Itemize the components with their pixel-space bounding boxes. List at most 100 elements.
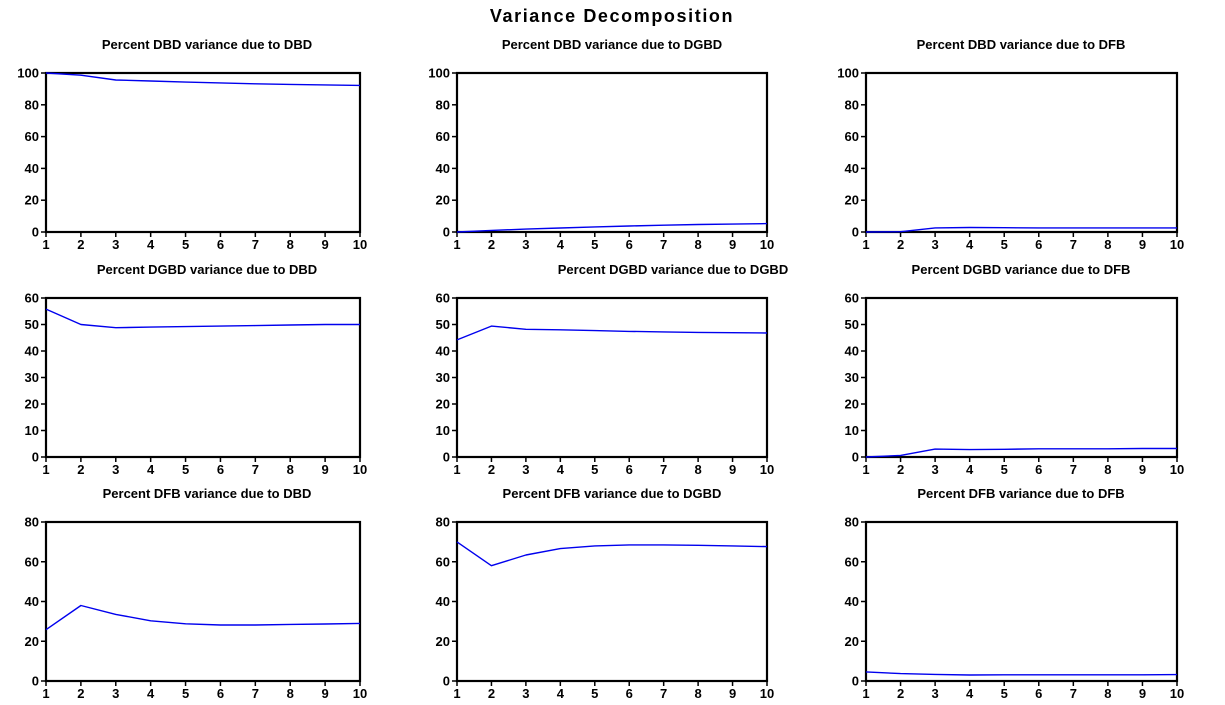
y-tick-label: 10 bbox=[436, 423, 450, 438]
x-tick-label: 5 bbox=[1001, 462, 1008, 477]
series-line-1 bbox=[865, 226, 1177, 233]
y-tick-label: 60 bbox=[845, 291, 859, 306]
x-tick-label: 1 bbox=[862, 686, 869, 701]
y-tick-label: 30 bbox=[436, 370, 450, 385]
y-tick-label: 30 bbox=[25, 370, 39, 385]
y-tick-label: 30 bbox=[845, 370, 859, 385]
x-tick-label: 2 bbox=[897, 462, 904, 477]
y-tick-label: 40 bbox=[436, 594, 450, 609]
x-tick-label: 10 bbox=[760, 462, 774, 477]
x-tick-label: 10 bbox=[1170, 686, 1184, 701]
x-tick-label: 2 bbox=[488, 686, 495, 701]
y-tick-label: 40 bbox=[25, 594, 39, 609]
y-tick-label: 50 bbox=[25, 317, 39, 332]
x-tick-label: 1 bbox=[453, 686, 460, 701]
x-tick-label: 6 bbox=[1035, 462, 1042, 477]
x-tick-label: 4 bbox=[147, 237, 155, 252]
y-tick-label: 0 bbox=[852, 674, 859, 689]
x-tick-label: 8 bbox=[1104, 237, 1111, 252]
panel-title: Percent DBD variance due to DFB bbox=[917, 37, 1126, 52]
y-tick-label: 20 bbox=[25, 397, 39, 412]
x-tick-label: 8 bbox=[694, 686, 701, 701]
y-tick-label: 10 bbox=[25, 423, 39, 438]
x-tick-label: 5 bbox=[1001, 686, 1008, 701]
x-tick-label: 9 bbox=[321, 237, 328, 252]
x-tick-label: 6 bbox=[217, 686, 224, 701]
y-tick-label: 60 bbox=[436, 291, 450, 306]
plot-frame bbox=[44, 520, 362, 683]
y-tick-label: 20 bbox=[845, 634, 859, 649]
x-tick-label: 1 bbox=[862, 237, 869, 252]
x-tick-label: 4 bbox=[557, 237, 565, 252]
plot-frame bbox=[44, 296, 362, 459]
x-tick-label: 5 bbox=[591, 686, 598, 701]
x-tick-label: 5 bbox=[182, 462, 189, 477]
chart-panel-8: Percent DFB variance due to DGBD 0 20 40 60 8… bbox=[436, 486, 775, 701]
panel-grid: Percent DBD variance due to DBD020406080… bbox=[17, 37, 1184, 701]
y-tick-label: 100 bbox=[837, 66, 859, 81]
x-tick-label: 9 bbox=[729, 237, 736, 252]
series-line-1 bbox=[45, 308, 360, 329]
y-tick-label: 60 bbox=[25, 291, 39, 306]
y-tick-label: 0 bbox=[852, 225, 859, 240]
y-tick-label: 40 bbox=[436, 344, 450, 359]
x-tick-label: 10 bbox=[760, 686, 774, 701]
x-tick-label: 6 bbox=[626, 462, 633, 477]
x-tick-label: 4 bbox=[557, 462, 565, 477]
y-tick-label: 80 bbox=[25, 97, 39, 112]
x-tick-label: 5 bbox=[1001, 237, 1008, 252]
panel-title: Percent DGBD variance due to DBD bbox=[97, 262, 317, 277]
x-tick-label: 4 bbox=[966, 686, 974, 701]
y-tick-label: 40 bbox=[845, 344, 859, 359]
x-tick-label: 8 bbox=[287, 237, 294, 252]
x-tick-label: 7 bbox=[660, 686, 667, 701]
x-tick-label: 9 bbox=[321, 686, 328, 701]
chart-panel-5: Percent DGBD variance due to DGBD 0 10 20 30… bbox=[436, 262, 789, 477]
x-tick-label: 3 bbox=[931, 686, 938, 701]
y-tick-label: 80 bbox=[845, 97, 859, 112]
x-tick-label: 5 bbox=[591, 462, 598, 477]
x-tick-label: 7 bbox=[252, 462, 259, 477]
series-line-1 bbox=[456, 325, 768, 341]
x-tick-label: 2 bbox=[488, 462, 495, 477]
x-tick-label: 6 bbox=[1035, 237, 1042, 252]
x-tick-label: 8 bbox=[287, 462, 294, 477]
x-tick-label: 2 bbox=[897, 237, 904, 252]
x-tick-label: 1 bbox=[42, 237, 49, 252]
y-tick-label: 0 bbox=[443, 674, 450, 689]
x-tick-label: 7 bbox=[1070, 462, 1077, 477]
y-tick-label: 40 bbox=[436, 161, 450, 176]
x-tick-label: 3 bbox=[931, 237, 938, 252]
plot-frame bbox=[864, 520, 1179, 683]
x-tick-label: 4 bbox=[557, 686, 565, 701]
x-tick-label: 9 bbox=[321, 462, 328, 477]
x-tick-label: 1 bbox=[453, 237, 460, 252]
y-tick-label: 40 bbox=[25, 161, 39, 176]
chart-panel-1: Percent DBD variance due to DBD 0 20 40 60 80… bbox=[17, 37, 367, 252]
x-tick-label: 7 bbox=[1070, 237, 1077, 252]
x-tick-label: 9 bbox=[1139, 237, 1146, 252]
x-tick-label: 8 bbox=[694, 237, 701, 252]
y-tick-label: 100 bbox=[17, 66, 39, 81]
plot-frame bbox=[864, 71, 1179, 234]
x-tick-label: 8 bbox=[1104, 462, 1111, 477]
y-tick-label: 60 bbox=[436, 129, 450, 144]
x-tick-label: 8 bbox=[694, 462, 701, 477]
chart-panel-6: Percent DGBD variance due to DFB 0 10 20 30 4… bbox=[845, 262, 1185, 477]
x-tick-label: 1 bbox=[453, 462, 460, 477]
series-line-1 bbox=[456, 541, 768, 567]
chart-panel-7: Percent DFB variance due to DBD 0 20 40 60 80… bbox=[25, 486, 368, 701]
series-line-1 bbox=[865, 671, 1178, 676]
x-tick-label: 4 bbox=[966, 237, 974, 252]
x-tick-label: 3 bbox=[931, 462, 938, 477]
x-tick-label: 6 bbox=[217, 462, 224, 477]
y-tick-label: 50 bbox=[845, 317, 859, 332]
x-tick-label: 9 bbox=[1139, 462, 1146, 477]
y-tick-label: 80 bbox=[436, 515, 450, 530]
y-tick-label: 0 bbox=[32, 450, 39, 465]
x-tick-label: 1 bbox=[42, 686, 49, 701]
y-tick-label: 80 bbox=[25, 515, 39, 530]
y-tick-label: 40 bbox=[845, 161, 859, 176]
y-tick-label: 20 bbox=[436, 193, 450, 208]
